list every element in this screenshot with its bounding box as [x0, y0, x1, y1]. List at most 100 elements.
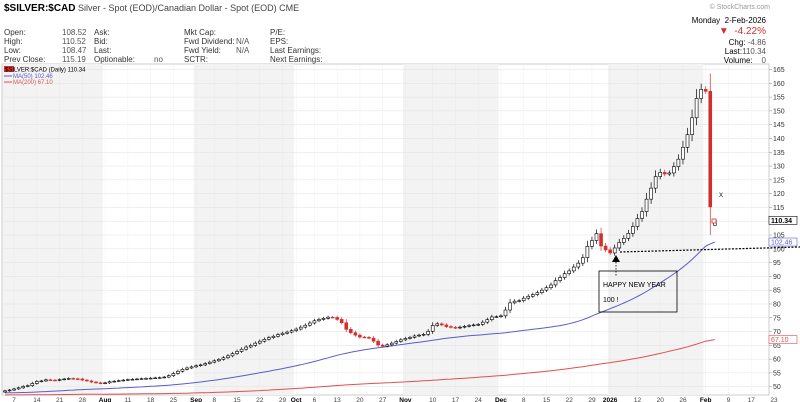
- xtick-label-6: 6: [313, 397, 317, 402]
- price-label-box: [768, 335, 798, 344]
- field4-label-1: EPS:: [270, 37, 289, 46]
- candle: [426, 329, 430, 337]
- xtick-label-28: 28: [79, 397, 87, 402]
- candle: [467, 324, 471, 328]
- ytick-label-85: 85: [773, 288, 781, 295]
- candle: [631, 222, 635, 237]
- candle: [217, 357, 221, 362]
- field-label-3: Prev Close:: [4, 55, 46, 64]
- candle: [553, 277, 558, 288]
- candle-body: [253, 342, 258, 346]
- price-labels: 110.34 102.46 67.10: [768, 215, 798, 344]
- candle-body: [62, 378, 66, 381]
- chart-title: $SILVER:$CAD Silver - Spot (EOD)/Canadia…: [4, 3, 299, 14]
- ytick-label-55: 55: [773, 370, 781, 377]
- candle-body: [576, 262, 581, 268]
- ytick-label-80: 80: [773, 301, 781, 308]
- open-square-marker: [711, 218, 717, 224]
- candle-body: [631, 226, 635, 234]
- candle-body: [685, 134, 690, 148]
- candle-body: [107, 381, 112, 384]
- candle: [480, 320, 485, 326]
- xtick-label-23: 23: [770, 397, 778, 402]
- quote-volume: Volume: 0: [723, 56, 766, 65]
- candle-body: [599, 233, 603, 247]
- candle-body: [649, 187, 653, 200]
- ytick-label-105: 105: [773, 233, 785, 240]
- candle: [439, 322, 444, 327]
- legend-ma200: MA(200) 67.10: [13, 80, 53, 86]
- candle: [25, 384, 30, 388]
- legend-price: $SILVER:$CAD (Daily) 110.34: [5, 68, 86, 74]
- price-label-67.10: 67.10: [768, 335, 798, 344]
- candle: [403, 336, 408, 342]
- candle-body: [412, 335, 417, 338]
- candle-body: [612, 247, 617, 254]
- candle: [298, 325, 303, 331]
- candle: [703, 86, 708, 94]
- candle-body: [226, 355, 230, 359]
- xtick-label-26: 26: [679, 397, 687, 402]
- field-label-2: Low:: [4, 46, 21, 55]
- candle: [57, 378, 62, 382]
- candle-body: [490, 316, 494, 320]
- candle: [267, 335, 271, 341]
- candle: [144, 377, 148, 380]
- candle: [276, 332, 280, 338]
- candle: [590, 236, 594, 250]
- candle: [280, 331, 285, 336]
- candle-body: [544, 287, 549, 291]
- xtick-label-8: 8: [212, 397, 216, 402]
- candle: [3, 389, 7, 393]
- candle: [94, 380, 98, 384]
- candle-body: [44, 379, 48, 382]
- candle-body: [549, 284, 553, 289]
- candle-body: [217, 359, 221, 362]
- candle-body: [553, 280, 558, 286]
- candle-body: [312, 320, 317, 324]
- candle: [412, 334, 417, 339]
- candle: [476, 322, 481, 327]
- candle: [672, 162, 676, 177]
- candle: [126, 378, 130, 381]
- candle: [690, 109, 694, 142]
- ytick-label-160: 160: [773, 81, 785, 88]
- candle: [39, 379, 44, 383]
- candle: [248, 343, 253, 349]
- candle-body: [458, 326, 462, 329]
- candle: [121, 379, 126, 382]
- xtick-label-7: 7: [12, 397, 16, 402]
- candle: [508, 299, 512, 314]
- candle-body: [239, 348, 244, 352]
- candle-body: [189, 366, 194, 369]
- candle: [421, 332, 426, 337]
- candle-body: [562, 273, 567, 278]
- candle-body: [321, 318, 326, 320]
- candle: [685, 127, 690, 153]
- candle-body: [171, 373, 176, 376]
- candle-body: [399, 339, 403, 342]
- candle: [503, 306, 508, 319]
- candle: [394, 339, 399, 345]
- candle: [535, 290, 540, 297]
- candle-body: [653, 176, 658, 189]
- candle-body: [207, 361, 212, 364]
- candle: [330, 315, 335, 319]
- candle-body: [540, 289, 544, 293]
- candle: [662, 169, 667, 177]
- candle-body: [439, 323, 444, 326]
- candle: [312, 318, 317, 325]
- candle-body: [148, 377, 153, 380]
- candle: [239, 347, 244, 353]
- candle-body: [335, 317, 339, 320]
- price-label-box: [768, 215, 798, 225]
- candle: [130, 378, 135, 381]
- ytick-label-70: 70: [773, 329, 781, 336]
- candle-body: [103, 382, 107, 384]
- month-shade: [403, 64, 499, 395]
- candle-body: [276, 334, 280, 337]
- candle: [621, 235, 626, 245]
- annotation-box: [598, 270, 678, 313]
- candle-body: [76, 378, 80, 380]
- candle: [7, 388, 12, 392]
